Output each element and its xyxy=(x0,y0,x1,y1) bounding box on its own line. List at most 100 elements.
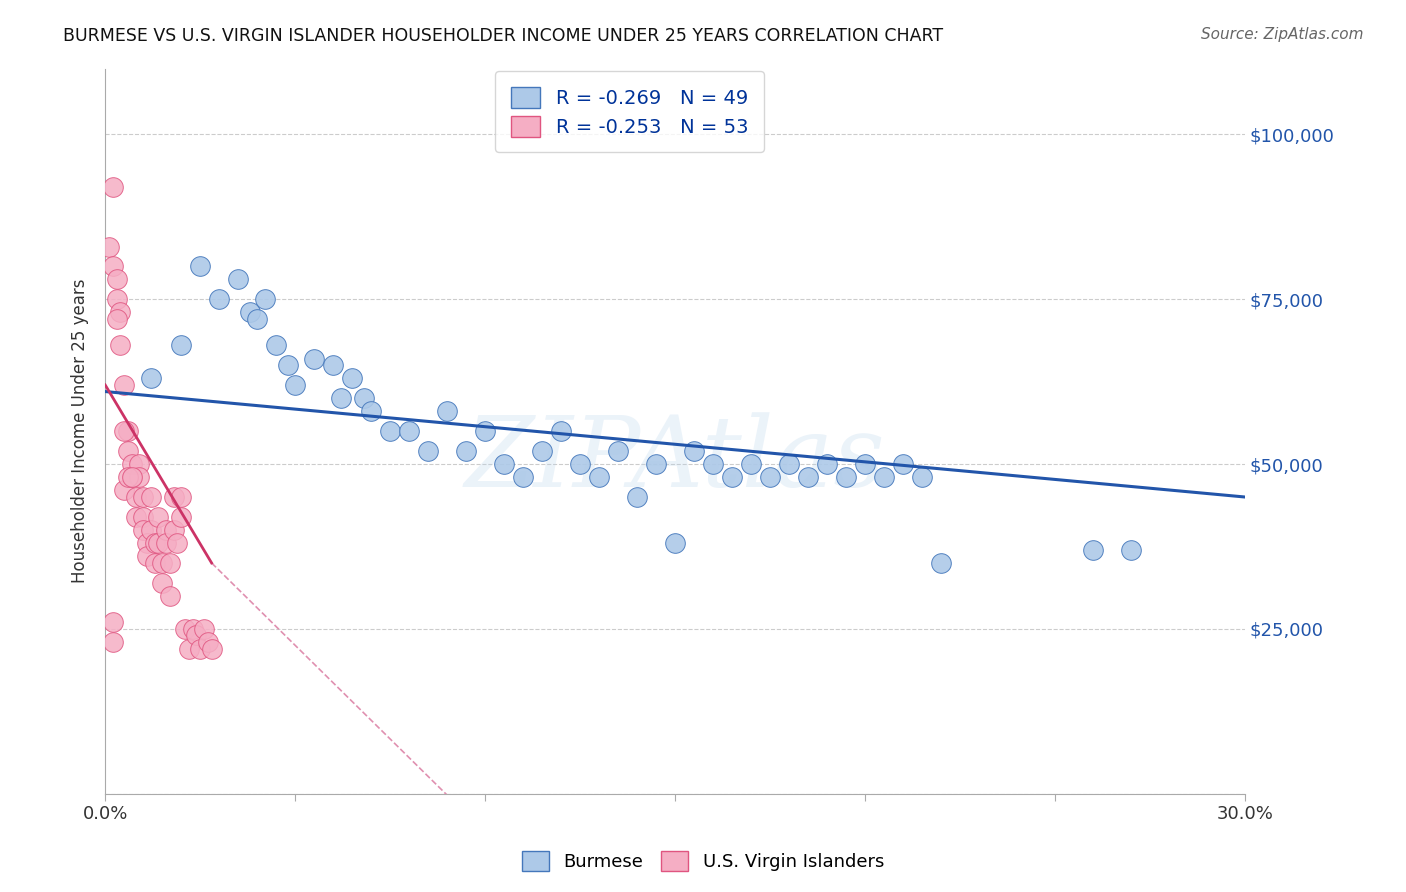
Point xyxy=(512,470,534,484)
Point xyxy=(170,338,193,352)
Point xyxy=(150,556,173,570)
Point xyxy=(143,536,166,550)
Text: BURMESE VS U.S. VIRGIN ISLANDER HOUSEHOLDER INCOME UNDER 25 YEARS CORRELATION CH: BURMESE VS U.S. VIRGIN ISLANDER HOUSEHOL… xyxy=(63,27,943,45)
Point xyxy=(117,424,139,438)
Point xyxy=(626,490,648,504)
Point xyxy=(226,272,249,286)
Point xyxy=(121,470,143,484)
Point xyxy=(264,338,287,352)
Point xyxy=(645,457,668,471)
Point xyxy=(418,443,440,458)
Point xyxy=(302,351,325,366)
Point xyxy=(101,180,124,194)
Point xyxy=(702,457,724,471)
Point xyxy=(101,615,124,630)
Point xyxy=(340,371,363,385)
Point xyxy=(112,378,135,392)
Point xyxy=(246,312,269,326)
Point xyxy=(815,457,838,471)
Point xyxy=(474,424,496,438)
Point xyxy=(277,358,299,372)
Point xyxy=(162,523,184,537)
Point xyxy=(139,490,162,504)
Point xyxy=(1119,542,1142,557)
Point xyxy=(139,523,162,537)
Point xyxy=(105,292,128,306)
Point xyxy=(117,443,139,458)
Point xyxy=(683,443,706,458)
Point xyxy=(607,443,630,458)
Point xyxy=(797,470,820,484)
Point xyxy=(148,509,170,524)
Point xyxy=(110,305,132,319)
Point xyxy=(239,305,262,319)
Legend: Burmese, U.S. Virgin Islanders: Burmese, U.S. Virgin Islanders xyxy=(515,844,891,879)
Point xyxy=(150,575,173,590)
Point xyxy=(105,312,128,326)
Point xyxy=(778,457,800,471)
Point xyxy=(891,457,914,471)
Point xyxy=(143,556,166,570)
Point xyxy=(873,470,896,484)
Point xyxy=(284,378,307,392)
Point xyxy=(188,260,211,274)
Point xyxy=(128,457,150,471)
Point xyxy=(121,457,143,471)
Point xyxy=(112,424,135,438)
Point xyxy=(360,404,382,418)
Point xyxy=(531,443,554,458)
Point xyxy=(148,536,170,550)
Point xyxy=(170,509,193,524)
Point xyxy=(112,483,135,498)
Point xyxy=(436,404,458,418)
Point xyxy=(329,391,352,405)
Point xyxy=(456,443,478,458)
Point xyxy=(159,589,181,603)
Point xyxy=(132,523,155,537)
Point xyxy=(188,641,211,656)
Legend: R = -0.269   N = 49, R = -0.253   N = 53: R = -0.269 N = 49, R = -0.253 N = 53 xyxy=(495,71,763,153)
Point xyxy=(550,424,572,438)
Point xyxy=(174,622,197,636)
Point xyxy=(128,470,150,484)
Point xyxy=(398,424,420,438)
Point xyxy=(110,338,132,352)
Point xyxy=(117,470,139,484)
Point xyxy=(929,556,952,570)
Point xyxy=(132,509,155,524)
Point xyxy=(208,292,231,306)
Point xyxy=(136,549,159,564)
Point xyxy=(162,490,184,504)
Point xyxy=(1081,542,1104,557)
Point xyxy=(136,536,159,550)
Point xyxy=(132,490,155,504)
Point xyxy=(193,622,215,636)
Point xyxy=(155,523,177,537)
Point xyxy=(181,622,204,636)
Point xyxy=(98,239,121,253)
Point xyxy=(170,490,193,504)
Point xyxy=(853,457,876,471)
Point xyxy=(101,635,124,649)
Point xyxy=(721,470,744,484)
Point xyxy=(911,470,934,484)
Point xyxy=(121,470,143,484)
Point xyxy=(155,536,177,550)
Point xyxy=(159,556,181,570)
Point xyxy=(322,358,344,372)
Point xyxy=(759,470,782,484)
Point xyxy=(664,536,686,550)
Point xyxy=(105,272,128,286)
Point xyxy=(740,457,762,471)
Point xyxy=(253,292,276,306)
Point xyxy=(186,628,208,642)
Text: Source: ZipAtlas.com: Source: ZipAtlas.com xyxy=(1201,27,1364,42)
Text: ZIPAtlas: ZIPAtlas xyxy=(465,412,886,508)
Point xyxy=(588,470,610,484)
Point xyxy=(139,371,162,385)
Point xyxy=(494,457,516,471)
Point xyxy=(177,641,200,656)
Point xyxy=(166,536,188,550)
Point xyxy=(101,260,124,274)
Point xyxy=(200,641,222,656)
